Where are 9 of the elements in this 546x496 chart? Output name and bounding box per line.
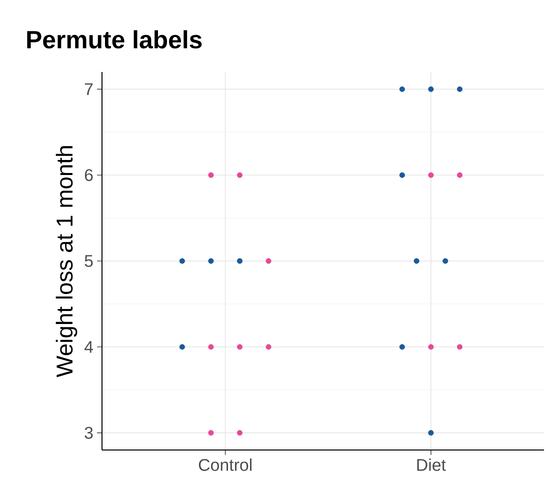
x-tick-label: Diet [417, 458, 446, 471]
y-axis-title: Weight loss at 1 month [56, 146, 78, 378]
y-tick-label: 3 [84, 426, 93, 439]
y-tick-label: 7 [84, 83, 93, 96]
x-tick-label: Control [198, 458, 252, 471]
y-tick-label: 6 [84, 169, 93, 182]
y-tick-label: 5 [84, 255, 93, 267]
chart-title: Permute labels [27, 30, 202, 49]
y-tick-label: 4 [84, 341, 93, 353]
